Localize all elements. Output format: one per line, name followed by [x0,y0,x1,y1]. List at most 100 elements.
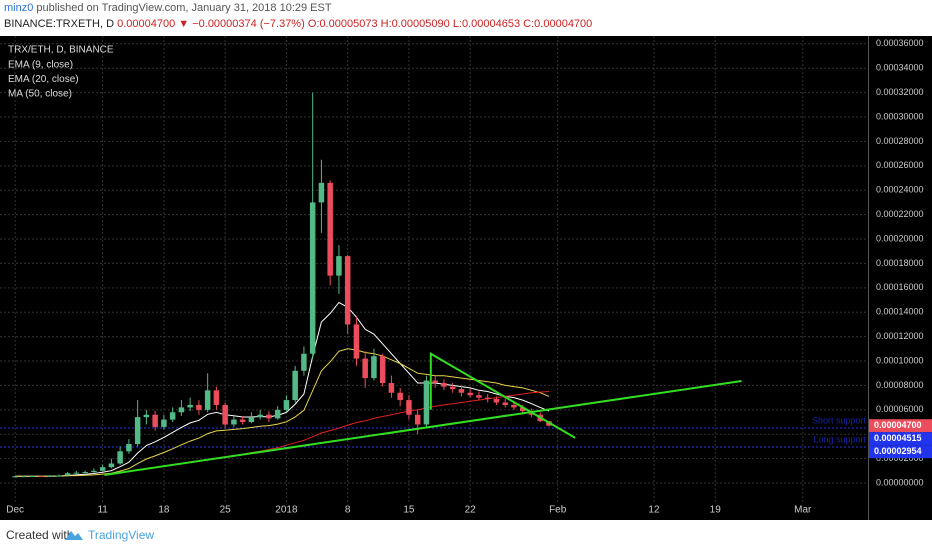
candle-body [56,475,62,477]
trendline [429,351,576,439]
footer-created: Created with [6,528,74,542]
candle-body [336,256,342,276]
y-tick-label: 0.00032000 [876,87,924,97]
publish-info: published on TradingView.com, January 31… [36,2,332,14]
candle-body [432,380,438,383]
y-tick-label: 0.00026000 [876,160,924,170]
symbol-line: BINANCE:TRXETH, D 0.00004700 ▼ −0.000003… [4,18,592,30]
candle-body [301,353,307,371]
candle-body [117,451,123,464]
candle-body [318,182,325,203]
candle-body [511,404,517,408]
x-tick-label: 12 [648,505,660,516]
candle-body [519,407,526,412]
publish-line: minz0 published on TradingView.com, Janu… [4,2,332,14]
x-tick-label: 2018 [275,505,298,516]
trendline [104,380,742,476]
price-tag [869,445,932,459]
last-price: 0.00004700 [117,18,176,30]
candle-body [169,412,176,420]
candle-body [449,386,456,390]
logo [65,531,83,540]
chart: Short support Long support 0.00000000 0.000… [0,36,932,520]
candle-body [152,414,158,427]
footer-brand[interactable]: TradingView [88,528,155,542]
x-tick-label: Mar [794,505,812,516]
candle-body [423,380,430,425]
x-tick-label: 18 [158,505,170,516]
candle-body [309,202,316,354]
candle-body [196,404,202,410]
candle-body [108,463,115,468]
candle-body [99,467,106,471]
support-label: Short support [812,415,867,425]
candle-body [29,475,36,477]
candle-body [257,414,263,418]
candle-body [178,407,185,413]
candle-body [371,356,377,379]
candle-body [64,473,71,476]
x-tick-label: 22 [465,505,477,516]
y-tick-label: 0.00000000 [876,477,924,487]
x-tick-label: 15 [403,505,415,516]
candle-body [344,256,351,325]
candle-body [327,182,333,276]
legend-entry: EMA (9, close) [8,60,73,71]
legend-entry: EMA (20, close) [8,74,79,85]
y-tick-label: 0.00008000 [876,380,924,390]
x-tick-label: 25 [220,505,232,516]
y-tick-label: 0.00010000 [876,355,924,365]
y-tick-label: 0.00006000 [876,404,924,414]
candle-body [458,389,465,393]
candle-body [222,404,228,425]
candle-body [143,414,150,418]
candle-body [239,419,246,423]
candle-body [353,324,360,359]
candle-body [467,392,473,396]
candle-body [204,390,211,410]
candle-body [397,392,403,401]
ohlc-low: L:0.00004653 [452,18,521,30]
candle-body [476,395,482,398]
candle-body [82,472,88,474]
candle-body [134,417,141,444]
y-tick-label: 0.00012000 [876,331,924,341]
y-tick-label: 0.00030000 [876,111,924,121]
candle-body [493,398,500,403]
candle-body [231,419,237,425]
footer: Created with TradingView [0,520,932,550]
y-tick-label: 0.00024000 [876,185,924,195]
candle-body [379,356,386,383]
x-tick-label: Dec [6,505,24,516]
price-tag-label: 0.00004700 [874,420,922,430]
y-tick-label: 0.00036000 [876,38,924,48]
y-tick-label: 0.00034000 [876,63,924,73]
ohlc-close: C:0.00004700 [523,18,593,30]
price-tag-label: 0.00004515 [874,433,922,443]
candle-body [161,419,167,427]
candle-body [213,390,220,405]
candle-body [187,404,193,408]
y-tick-label: 0.00014000 [876,307,924,317]
x-tick-label: 11 [97,505,108,516]
y-tick-label: 0.00022000 [876,209,924,219]
author[interactable]: minz0 [4,2,34,14]
candle-body [388,382,395,393]
candle-body [126,443,132,452]
change: −0.00000374 (−7.37%) [192,18,305,30]
candle-body [91,470,97,473]
x-tick-label: Feb [549,505,567,516]
candle-body [502,402,508,405]
candle-body [38,475,45,477]
candle-body [441,382,447,387]
price-tag [869,419,932,433]
candle-body [484,397,491,399]
candle-body [414,414,421,425]
candle-body [292,370,298,401]
x-tick-label: 19 [710,505,722,516]
support-label: Long support [813,434,866,444]
y-tick-label: 0.00020000 [876,233,924,243]
candle-body [21,476,27,478]
symbol: BINANCE:TRXETH, D [4,18,115,30]
